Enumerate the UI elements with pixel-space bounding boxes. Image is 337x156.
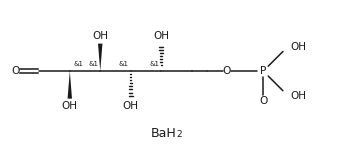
Polygon shape [98, 44, 102, 71]
Text: OH: OH [153, 31, 169, 41]
Text: &1: &1 [88, 61, 98, 67]
Text: O: O [223, 66, 231, 76]
Text: P: P [260, 66, 267, 76]
Text: OH: OH [291, 91, 307, 101]
Text: O: O [11, 66, 20, 76]
Polygon shape [68, 71, 72, 99]
Text: &1: &1 [149, 61, 159, 67]
Text: &1: &1 [119, 61, 129, 67]
Text: OH: OH [291, 41, 307, 52]
Text: OH: OH [123, 102, 139, 112]
Text: 2: 2 [176, 130, 182, 139]
Text: OH: OH [62, 102, 78, 112]
Text: BaH: BaH [151, 127, 177, 139]
Text: &1: &1 [74, 61, 84, 67]
Text: OH: OH [92, 31, 108, 41]
Text: O: O [259, 96, 268, 106]
